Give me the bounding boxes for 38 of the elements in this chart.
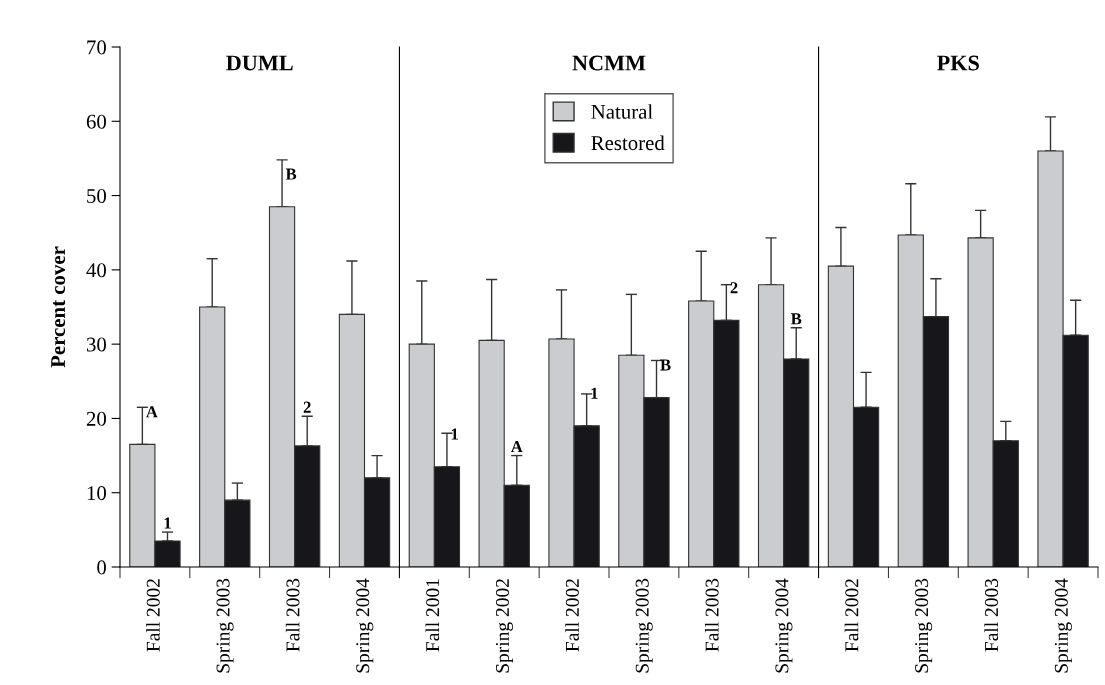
y-tick-label: 10 — [87, 486, 107, 501]
x-tick-label: Fall 2002 — [146, 579, 160, 652]
x-tick-label: Spring 2004 — [356, 578, 374, 673]
annotation: 2 — [303, 401, 311, 413]
y-tick-label: 30 — [86, 337, 107, 352]
annotation: B — [660, 359, 671, 371]
x-tick-label: Spring 2002 — [495, 579, 514, 673]
x-tick-label: Spring 2003 — [915, 578, 933, 673]
x-tick-label: Fall 2002 — [565, 579, 579, 652]
y-tick-label: 60 — [86, 114, 107, 129]
annotation: A — [146, 406, 158, 418]
annotation: 1 — [591, 387, 598, 399]
x-tick-label: Spring 2003 — [635, 578, 653, 673]
y-tick-label: 70 — [87, 40, 107, 55]
annotation: A — [510, 441, 523, 453]
x-tick-label: Spring 2003 — [216, 578, 234, 673]
annotation: 2 — [730, 282, 738, 294]
x-tick-label: Fall 2003 — [285, 578, 300, 652]
legend-label: Restored — [591, 135, 665, 151]
chart-title: DUML — [226, 55, 293, 71]
x-tick-label: Fall 2002 — [844, 579, 859, 652]
chart-title: PKS — [937, 55, 979, 71]
annotation: 1 — [451, 428, 458, 440]
x-tick-label: Fall 2001 — [425, 579, 440, 652]
y-tick-label: 40 — [86, 263, 107, 278]
y-tick-label: 50 — [87, 188, 107, 203]
x-tick-label: Fall 2003 — [984, 578, 999, 652]
y-tick-label: 0 — [97, 560, 107, 575]
x-tick-label: Spring 2004 — [1054, 578, 1072, 673]
chart-title: NCMM — [572, 55, 646, 71]
annotation: B — [285, 168, 297, 180]
x-tick-label: Fall 2003 — [704, 578, 719, 652]
y-axis-title: Percent cover — [51, 246, 66, 368]
legend-label: Natural — [591, 104, 653, 119]
annotation: B — [790, 313, 802, 325]
y-tick-label: 20 — [86, 411, 107, 426]
annotation: 1 — [164, 517, 171, 529]
x-tick-label: Spring 2004 — [775, 578, 793, 673]
